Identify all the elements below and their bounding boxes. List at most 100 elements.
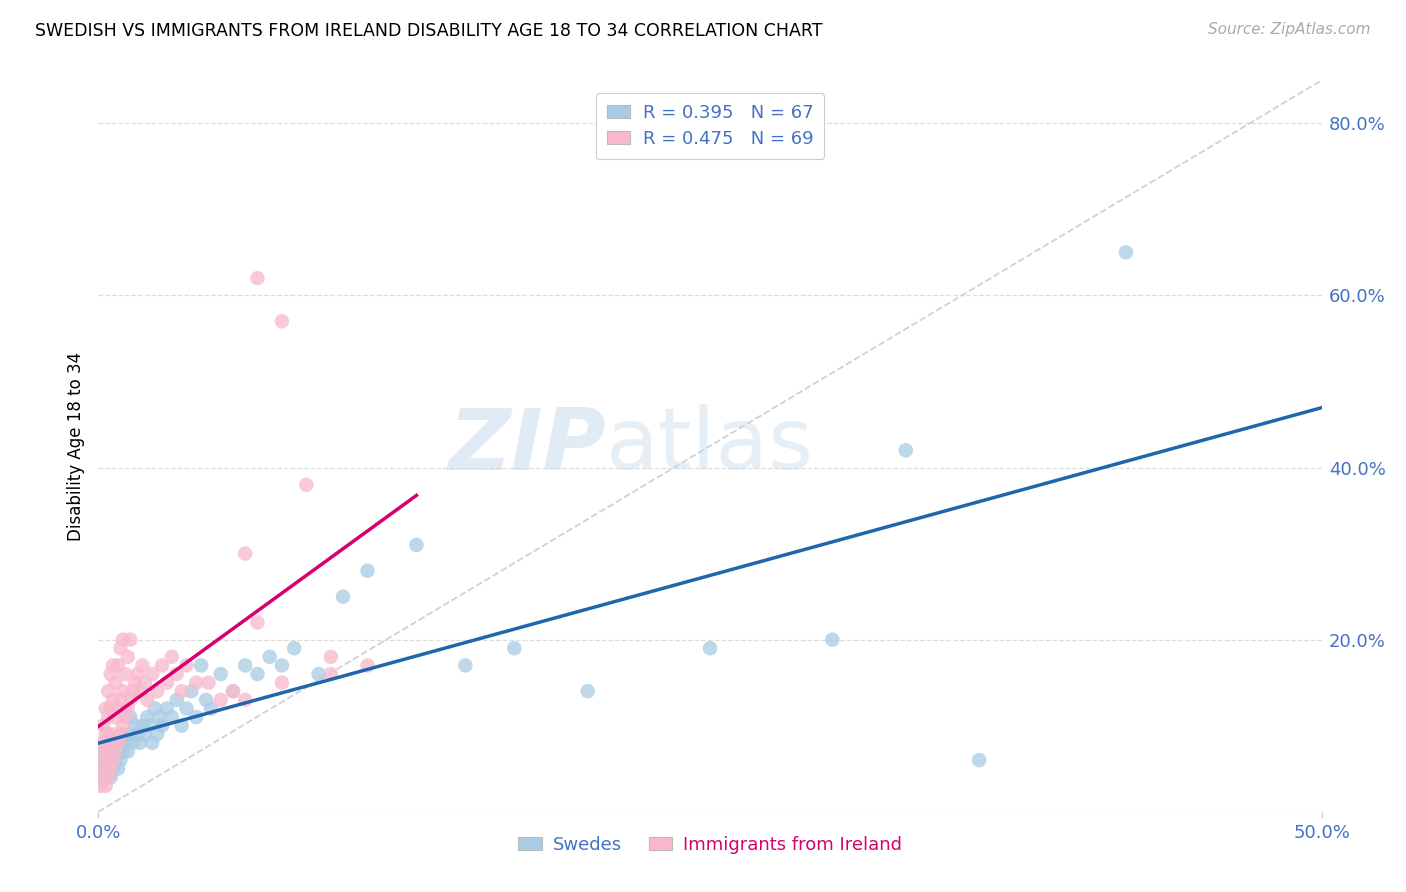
Point	[146, 684, 169, 698]
Point	[110, 727, 132, 741]
Point	[111, 632, 134, 647]
Point	[104, 744, 127, 758]
Point	[110, 736, 132, 750]
Point	[332, 590, 354, 604]
Point	[319, 649, 342, 664]
Point	[200, 701, 222, 715]
Point	[100, 701, 122, 715]
Point	[100, 667, 122, 681]
Text: atlas: atlas	[606, 404, 814, 488]
Point	[139, 719, 162, 733]
Point	[100, 770, 122, 784]
Point	[143, 701, 166, 715]
Point	[101, 744, 124, 758]
Point	[120, 727, 142, 741]
Point	[146, 727, 169, 741]
Point	[197, 675, 219, 690]
Point	[454, 658, 477, 673]
Point	[101, 727, 124, 741]
Point	[97, 684, 120, 698]
Point	[94, 753, 117, 767]
Point	[100, 736, 122, 750]
Point	[156, 701, 179, 715]
Point	[100, 762, 122, 776]
Point	[94, 770, 117, 784]
Point	[222, 684, 245, 698]
Point	[90, 770, 112, 784]
Point	[319, 667, 342, 681]
Y-axis label: Disability Age 18 to 34: Disability Age 18 to 34	[66, 351, 84, 541]
Point	[114, 667, 136, 681]
Point	[107, 658, 129, 673]
Point	[91, 762, 114, 776]
Point	[170, 684, 193, 698]
Point	[195, 693, 218, 707]
Point	[209, 667, 232, 681]
Point	[160, 710, 183, 724]
Point	[91, 719, 114, 733]
Point	[114, 710, 136, 724]
Point	[149, 710, 172, 724]
Point	[166, 693, 188, 707]
Point	[104, 710, 127, 724]
Point	[121, 736, 143, 750]
Point	[104, 753, 127, 767]
Point	[246, 615, 269, 630]
Point	[121, 684, 143, 698]
Point	[180, 684, 202, 698]
Point	[94, 753, 117, 767]
Point	[246, 271, 269, 285]
Point	[170, 719, 193, 733]
Point	[91, 744, 114, 758]
Point	[134, 727, 156, 741]
Point	[107, 744, 129, 758]
Point	[131, 719, 153, 733]
Point	[110, 753, 132, 767]
Point	[160, 649, 183, 664]
Text: SWEDISH VS IMMIGRANTS FROM IRELAND DISABILITY AGE 18 TO 34 CORRELATION CHART: SWEDISH VS IMMIGRANTS FROM IRELAND DISAB…	[35, 22, 823, 40]
Point	[111, 727, 134, 741]
Point	[503, 641, 526, 656]
Point	[120, 632, 142, 647]
Point	[129, 684, 152, 698]
Point	[308, 667, 330, 681]
Point	[110, 641, 132, 656]
Point	[120, 693, 142, 707]
Legend: Swedes, Immigrants from Ireland: Swedes, Immigrants from Ireland	[510, 829, 910, 861]
Point	[356, 658, 378, 673]
Point	[222, 684, 245, 698]
Point	[107, 736, 129, 750]
Point	[101, 753, 124, 767]
Point	[97, 762, 120, 776]
Point	[129, 736, 152, 750]
Point	[100, 736, 122, 750]
Point	[101, 693, 124, 707]
Point	[190, 658, 212, 673]
Point	[117, 649, 139, 664]
Point	[209, 693, 232, 707]
Point	[150, 719, 173, 733]
Point	[270, 658, 294, 673]
Point	[156, 675, 179, 690]
Point	[97, 710, 120, 724]
Point	[270, 675, 294, 690]
Point	[107, 701, 129, 715]
Point	[91, 744, 114, 758]
Point	[176, 701, 198, 715]
Point	[94, 701, 117, 715]
Point	[107, 762, 129, 776]
Point	[283, 641, 305, 656]
Point	[90, 762, 112, 776]
Point	[166, 667, 188, 681]
Point	[124, 675, 146, 690]
Point	[186, 710, 208, 724]
Point	[111, 744, 134, 758]
Point	[246, 667, 269, 681]
Point	[127, 727, 149, 741]
Point	[117, 701, 139, 715]
Point	[94, 779, 117, 793]
Point	[117, 744, 139, 758]
Text: ZIP: ZIP	[449, 404, 606, 488]
Point	[150, 658, 173, 673]
Point	[295, 477, 318, 491]
